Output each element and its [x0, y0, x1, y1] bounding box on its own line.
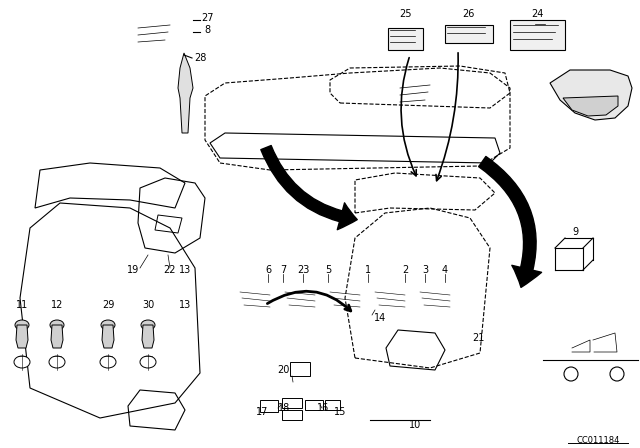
Text: 7: 7	[280, 265, 286, 275]
Text: CC011184: CC011184	[576, 435, 620, 444]
Text: 28: 28	[194, 53, 206, 63]
Text: 9: 9	[572, 227, 578, 237]
Bar	[325, 400, 340, 410]
Bar	[510, 20, 565, 50]
Bar	[388, 28, 423, 50]
Circle shape	[564, 367, 578, 381]
Text: 18: 18	[278, 403, 290, 413]
Ellipse shape	[15, 320, 29, 330]
Ellipse shape	[101, 320, 115, 330]
Ellipse shape	[14, 356, 30, 368]
Polygon shape	[16, 325, 28, 348]
Polygon shape	[142, 325, 154, 348]
Text: 14: 14	[374, 313, 386, 323]
Ellipse shape	[100, 356, 116, 368]
Polygon shape	[563, 96, 618, 116]
Text: 26: 26	[462, 9, 474, 19]
Ellipse shape	[140, 356, 156, 368]
Text: 30: 30	[142, 300, 154, 310]
Text: 25: 25	[399, 9, 412, 19]
Ellipse shape	[49, 356, 65, 368]
Ellipse shape	[141, 320, 155, 330]
FancyArrowPatch shape	[479, 156, 541, 288]
Text: 4: 4	[442, 265, 448, 275]
Polygon shape	[550, 70, 632, 120]
Text: 23: 23	[297, 265, 309, 275]
Text: 22: 22	[164, 265, 176, 275]
Polygon shape	[102, 325, 114, 348]
Text: 21: 21	[472, 333, 484, 343]
Text: 2: 2	[402, 265, 408, 275]
Text: 27: 27	[201, 13, 213, 23]
Bar	[305, 400, 323, 410]
Bar	[282, 398, 302, 408]
FancyArrowPatch shape	[261, 146, 357, 230]
Text: 6: 6	[265, 265, 271, 275]
Text: 5: 5	[325, 265, 331, 275]
Bar	[445, 25, 493, 43]
Text: 24: 24	[531, 9, 543, 19]
Polygon shape	[51, 325, 63, 348]
Text: 17: 17	[256, 407, 268, 417]
Text: 16: 16	[317, 403, 329, 413]
Text: 13: 13	[179, 300, 191, 310]
Text: 1: 1	[365, 265, 371, 275]
Bar	[260, 400, 278, 412]
Text: 19: 19	[127, 265, 139, 275]
Text: 15: 15	[334, 407, 346, 417]
Bar	[282, 410, 302, 420]
Text: 13: 13	[179, 265, 191, 275]
Text: 3: 3	[422, 265, 428, 275]
Text: 10: 10	[409, 420, 421, 430]
Polygon shape	[178, 53, 193, 133]
Text: 12: 12	[51, 300, 63, 310]
Circle shape	[610, 367, 624, 381]
Text: 11: 11	[16, 300, 28, 310]
Text: 8: 8	[204, 25, 210, 35]
Bar	[290, 362, 310, 376]
Ellipse shape	[50, 320, 64, 330]
Text: 29: 29	[102, 300, 114, 310]
Text: 20: 20	[277, 365, 289, 375]
